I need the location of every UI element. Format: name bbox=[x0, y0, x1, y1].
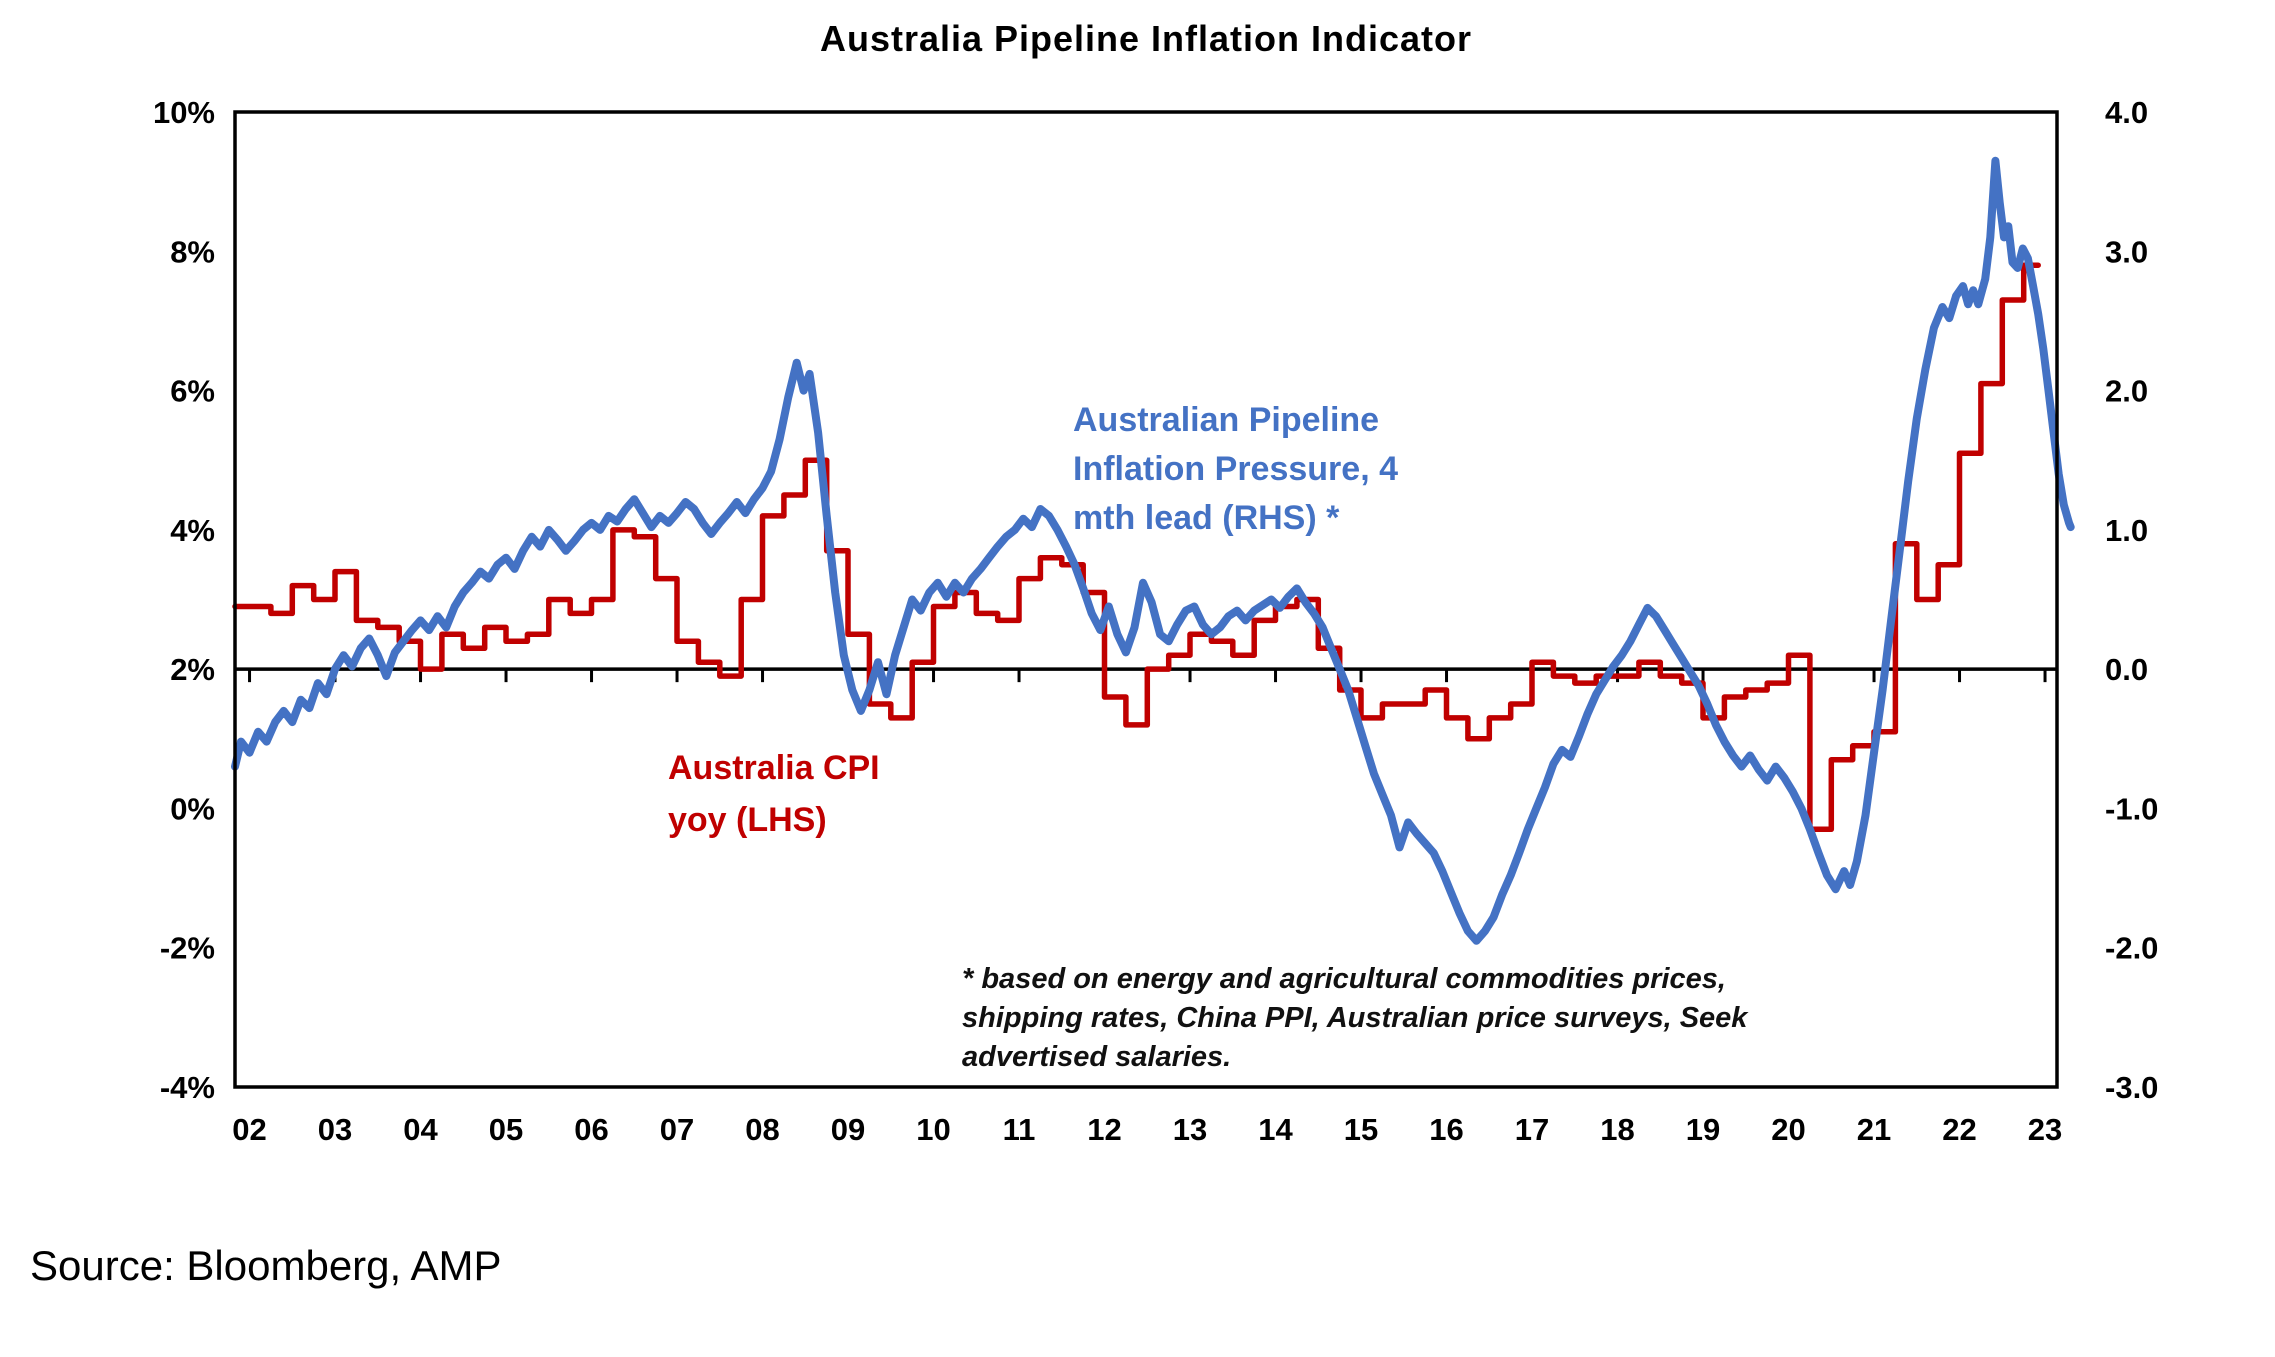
left-axis-tick-label: 10% bbox=[153, 95, 215, 130]
x-axis-tick-label: 10 bbox=[916, 1112, 950, 1147]
x-axis-tick-label: 12 bbox=[1087, 1112, 1121, 1147]
x-axis-tick-label: 19 bbox=[1686, 1112, 1720, 1147]
right-axis-tick-label: -3.0 bbox=[2105, 1070, 2158, 1105]
right-axis-tick-label: 4.0 bbox=[2105, 95, 2148, 130]
x-axis-tick-label: 02 bbox=[232, 1112, 266, 1147]
right-axis-tick-label: 2.0 bbox=[2105, 374, 2148, 409]
legend-pipeline-label: Australian Pipeline Inflation Pressure, … bbox=[1073, 396, 1398, 543]
x-axis-tick-label: 13 bbox=[1173, 1112, 1207, 1147]
left-axis-tick-label: 0% bbox=[170, 791, 215, 826]
footnote-line-1: * based on energy and agricultural commo… bbox=[962, 963, 1726, 995]
left-axis-tick-label: -2% bbox=[160, 931, 215, 966]
x-axis-tick-label: 17 bbox=[1515, 1112, 1549, 1147]
right-axis-tick-label: 1.0 bbox=[2105, 513, 2148, 548]
x-axis-tick-label: 21 bbox=[1857, 1112, 1891, 1147]
left-axis-tick-label: 2% bbox=[170, 652, 215, 687]
right-axis-tick-label: 3.0 bbox=[2105, 234, 2148, 269]
legend-pipeline-line-3: mth lead (RHS) * bbox=[1073, 499, 1340, 537]
chart-title: Australia Pipeline Inflation Indicator bbox=[819, 18, 1473, 59]
left-axis-tick-label: 8% bbox=[170, 234, 215, 269]
right-axis-tick-label: -2.0 bbox=[2105, 931, 2158, 966]
legend-cpi-line-2: yoy (LHS) bbox=[668, 801, 827, 839]
x-axis-tick-label: 04 bbox=[403, 1112, 438, 1147]
x-axis-tick-label: 20 bbox=[1771, 1112, 1805, 1147]
x-axis-tick-label: 23 bbox=[2028, 1112, 2062, 1147]
x-axis-tick-label: 07 bbox=[660, 1112, 694, 1147]
source-text: Source: Bloomberg, AMP bbox=[30, 1242, 502, 1289]
right-axis-tick-label: 0.0 bbox=[2105, 652, 2148, 687]
left-axis-tick-label: -4% bbox=[160, 1070, 215, 1105]
x-axis-tick-label: 16 bbox=[1429, 1112, 1463, 1147]
legend-pipeline-line-1: Australian Pipeline bbox=[1073, 401, 1380, 439]
footnote: * based on energy and agricultural commo… bbox=[962, 960, 1747, 1077]
legend-cpi-line-1: Australia CPI bbox=[668, 749, 880, 787]
footnote-line-3: advertised salaries. bbox=[962, 1041, 1232, 1073]
plot-border bbox=[233, 110, 2059, 1089]
legend-cpi-label: Australia CPI yoy (LHS) bbox=[668, 742, 880, 846]
x-axis-tick-label: 15 bbox=[1344, 1112, 1378, 1147]
left-axis-tick-label: 4% bbox=[170, 513, 215, 548]
x-axis-tick-label: 22 bbox=[1942, 1112, 1976, 1147]
cpi-series-line bbox=[232, 262, 2041, 833]
footnote-line-2: shipping rates, China PPI, Australian pr… bbox=[962, 1002, 1748, 1034]
x-axis-tick-label: 06 bbox=[574, 1112, 608, 1147]
right-axis-tick-label: -1.0 bbox=[2105, 791, 2158, 826]
x-axis-tick-label: 11 bbox=[1003, 1112, 1036, 1147]
x-axis-tick-label: 03 bbox=[318, 1112, 352, 1147]
x-axis-tick-label: 18 bbox=[1600, 1112, 1634, 1147]
x-axis-tick-label: 14 bbox=[1258, 1112, 1293, 1147]
legend-pipeline-line-2: Inflation Pressure, 4 bbox=[1073, 450, 1398, 488]
x-axis-tick-label: 05 bbox=[489, 1112, 523, 1147]
left-axis-tick-label: 6% bbox=[170, 374, 215, 409]
pipeline-series-line bbox=[231, 156, 2075, 945]
x-axis-tick-label: 08 bbox=[745, 1112, 779, 1147]
x-axis-tick-label: 09 bbox=[831, 1112, 865, 1147]
